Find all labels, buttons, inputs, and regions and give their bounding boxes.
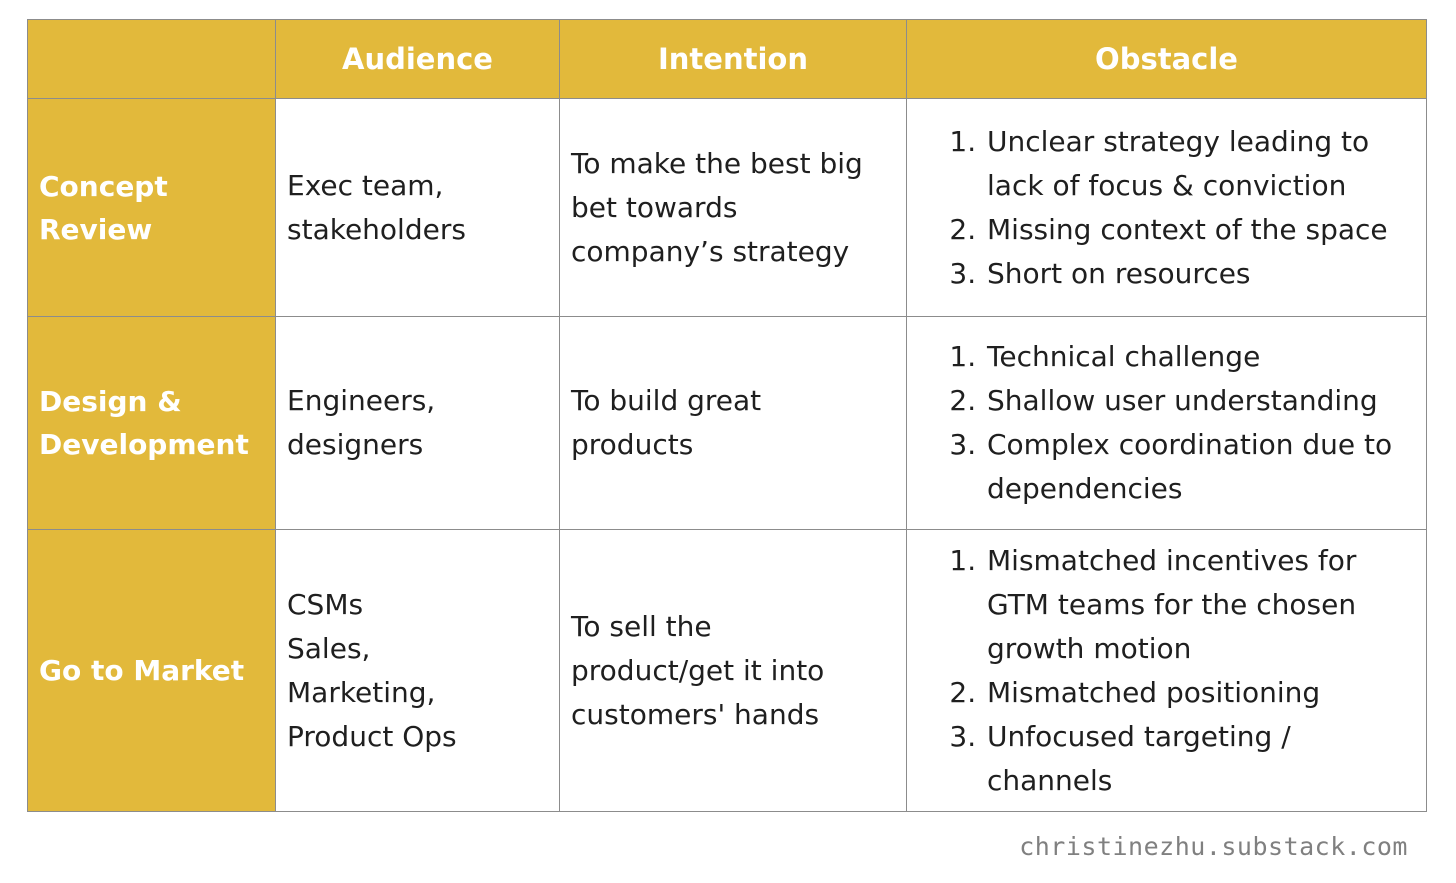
- table-row: Design & Development Engineers, designer…: [27, 316, 1427, 530]
- intention-cell: To build great products: [559, 316, 907, 530]
- header-row: Audience Intention Obstacle: [27, 19, 1427, 99]
- obstacle-cell: Mismatched incentives for GTM teams for …: [906, 529, 1427, 812]
- stage-comparison-table: Audience Intention Obstacle Concept Revi…: [27, 19, 1427, 812]
- source-credit: christinezhu.substack.com: [1019, 832, 1408, 861]
- audience-cell: CSMs Sales, Marketing, Product Ops: [275, 529, 560, 812]
- obstacle-item: Technical challenge: [985, 335, 1418, 379]
- intention-cell: To sell the product/get it into customer…: [559, 529, 907, 812]
- audience-cell: Exec team, stakeholders: [275, 98, 560, 317]
- obstacle-list: Technical challenge Shallow user underst…: [947, 335, 1418, 511]
- obstacle-item: Missing context of the space: [985, 208, 1418, 252]
- obstacle-item: Unfocused targeting / channels: [985, 715, 1418, 803]
- stage-label: Design & Development: [27, 316, 276, 530]
- obstacle-item: Mismatched incentives for GTM teams for …: [985, 539, 1418, 671]
- obstacle-cell: Unclear strategy leading to lack of focu…: [906, 98, 1427, 317]
- audience-cell: Engineers, designers: [275, 316, 560, 530]
- header-cell-obstacle: Obstacle: [906, 19, 1427, 99]
- header-cell-audience: Audience: [275, 19, 560, 99]
- obstacle-cell: Technical challenge Shallow user underst…: [906, 316, 1427, 530]
- obstacle-item: Mismatched positioning: [985, 671, 1418, 715]
- obstacle-item: Shallow user understanding: [985, 379, 1418, 423]
- obstacle-list: Unclear strategy leading to lack of focu…: [947, 120, 1418, 296]
- obstacle-item: Unclear strategy leading to lack of focu…: [985, 120, 1418, 208]
- stage-label: Go to Market: [27, 529, 276, 812]
- obstacle-list: Mismatched incentives for GTM teams for …: [947, 539, 1418, 803]
- obstacle-item: Complex coordination due to dependencies: [985, 423, 1418, 511]
- header-cell-intention: Intention: [559, 19, 907, 99]
- table-row: Go to Market CSMs Sales, Marketing, Prod…: [27, 529, 1427, 812]
- header-cell-corner: [27, 19, 276, 99]
- table-row: Concept Review Exec team, stakeholders T…: [27, 98, 1427, 317]
- stage-label: Concept Review: [27, 98, 276, 317]
- intention-cell: To make the best big bet towards company…: [559, 98, 907, 317]
- obstacle-item: Short on resources: [985, 252, 1418, 296]
